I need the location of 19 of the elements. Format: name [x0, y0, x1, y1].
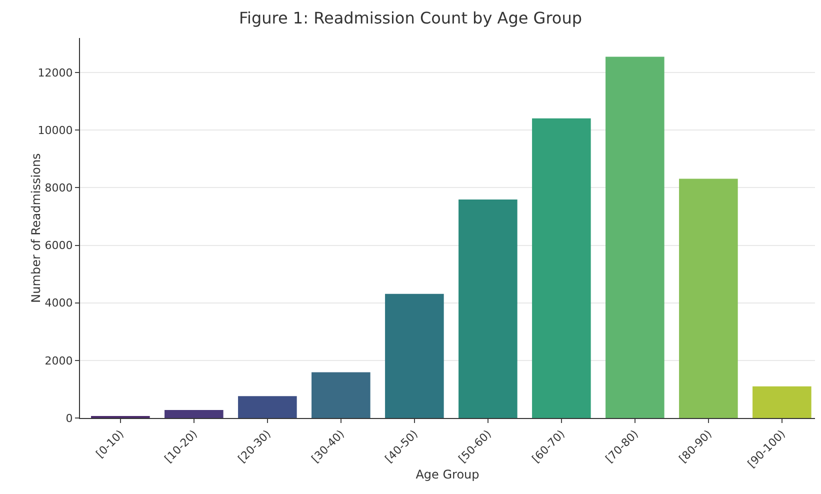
bar — [752, 386, 812, 418]
bar — [238, 396, 297, 418]
y-tick-label: 0 — [66, 412, 73, 425]
bar — [164, 410, 224, 418]
bar — [458, 200, 518, 418]
y-tick-label: 8000 — [44, 182, 73, 195]
y-tick-label: 4000 — [44, 296, 73, 310]
bar — [312, 372, 370, 418]
y-tick-label: 6000 — [44, 239, 73, 252]
y-axis-title: Number of Readmissions — [28, 153, 43, 303]
bar — [679, 178, 738, 418]
y-tick-label: 2000 — [44, 354, 73, 368]
chart-title: Figure 1: Readmission Count by Age Group — [238, 8, 582, 28]
x-axis-title: Age Group — [416, 467, 480, 482]
bar — [606, 56, 664, 418]
y-tick-label: 12000 — [38, 66, 73, 80]
bar — [385, 294, 444, 418]
bar — [532, 118, 591, 418]
y-tick-label: 10000 — [38, 124, 73, 137]
